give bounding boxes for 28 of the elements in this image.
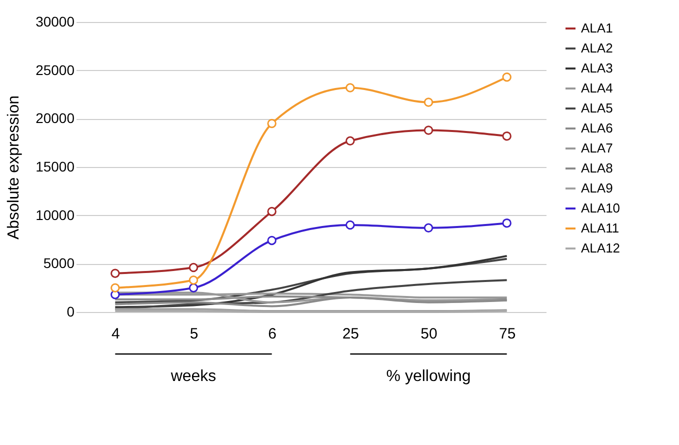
- legend-label: ALA7: [581, 140, 613, 156]
- legend-label: ALA10: [581, 200, 620, 216]
- legend-label: ALA9: [581, 180, 613, 196]
- legend-label: ALA1: [581, 20, 613, 36]
- text: weeks: [170, 368, 216, 385]
- y-tick-label: 20000: [36, 110, 75, 126]
- legend-label: ALA12: [581, 240, 620, 256]
- x-tick-label: 6: [268, 326, 277, 342]
- legend-label: ALA3: [581, 60, 613, 76]
- y-tick-label: 30000: [36, 14, 75, 30]
- x-tick-label: 5: [190, 326, 198, 342]
- y-tick-label: 10000: [36, 206, 75, 223]
- x-tick-label: 75: [498, 326, 516, 342]
- legend-label: ALA5: [581, 100, 613, 116]
- y-tick-label: 15000: [36, 158, 75, 174]
- legend-label: ALA11: [581, 220, 620, 236]
- y-tick-label: 25000: [36, 62, 75, 78]
- y-tick-label: 5000: [43, 255, 75, 272]
- y-tick-label: 0: [66, 304, 75, 320]
- x-tick-label: 4: [111, 326, 120, 342]
- x-tick-label: 50: [420, 326, 438, 342]
- x-tick-label: 25: [342, 326, 360, 342]
- legend-label: ALA2: [581, 40, 613, 56]
- legend-label: ALA4: [581, 80, 613, 96]
- text: % yellowing: [386, 368, 471, 385]
- legend-label: ALA6: [581, 120, 613, 136]
- y-axis-title: Absolute expression: [6, 95, 23, 240]
- legend-label: ALA8: [581, 160, 613, 176]
